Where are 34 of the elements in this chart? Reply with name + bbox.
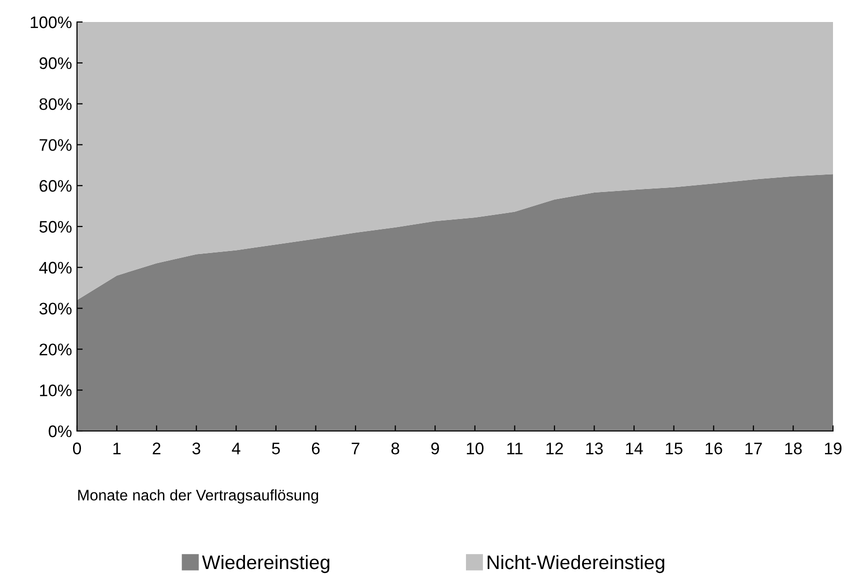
- y-tick-label: 50%: [39, 220, 72, 233]
- x-tick-label: 15: [666, 442, 682, 454]
- x-tick-label: 17: [745, 442, 762, 454]
- x-tick-label: 12: [546, 442, 563, 454]
- x-tick-label: 2: [152, 442, 160, 454]
- y-tick-label: 60%: [40, 180, 72, 192]
- legend-label: Wiedereinstieg: [202, 554, 330, 574]
- x-tick-label: 10: [466, 442, 484, 454]
- y-tick-label: 40%: [39, 262, 72, 274]
- x-tick-label: 11: [507, 442, 523, 454]
- y-tick-label: 100%: [30, 16, 72, 28]
- x-tick-label: 0: [73, 442, 81, 454]
- x-tick-label: 8: [391, 442, 400, 454]
- y-tick-label: 90%: [40, 57, 72, 70]
- x-tick-label: 19: [825, 442, 842, 454]
- x-tick-label: 4: [232, 442, 240, 454]
- y-tick-label: 80%: [40, 98, 72, 110]
- x-tick-label: 6: [312, 442, 320, 454]
- legend-label: Nicht-Wiedereinstieg: [488, 554, 664, 574]
- x-tick-label: 1: [113, 442, 121, 454]
- y-tick-label: 10%: [40, 384, 72, 396]
- y-tick-label: 20%: [40, 344, 72, 356]
- x-tick-label: 16: [706, 442, 722, 454]
- y-tick-label: 70%: [40, 139, 72, 151]
- y-tick-label: 0%: [48, 425, 72, 438]
- x-tick-label: 18: [785, 442, 802, 454]
- x-tick-label: 7: [352, 442, 360, 454]
- x-axis-title: Monate nach der Vertragsauflösung: [78, 489, 318, 504]
- x-tick-label: 9: [431, 442, 439, 454]
- x-tick-label: 3: [192, 442, 200, 454]
- x-tick-label: 5: [272, 442, 280, 454]
- y-tick-label: 30%: [39, 302, 72, 315]
- x-tick-label: 13: [586, 442, 603, 454]
- x-tick-label: 14: [626, 442, 643, 454]
